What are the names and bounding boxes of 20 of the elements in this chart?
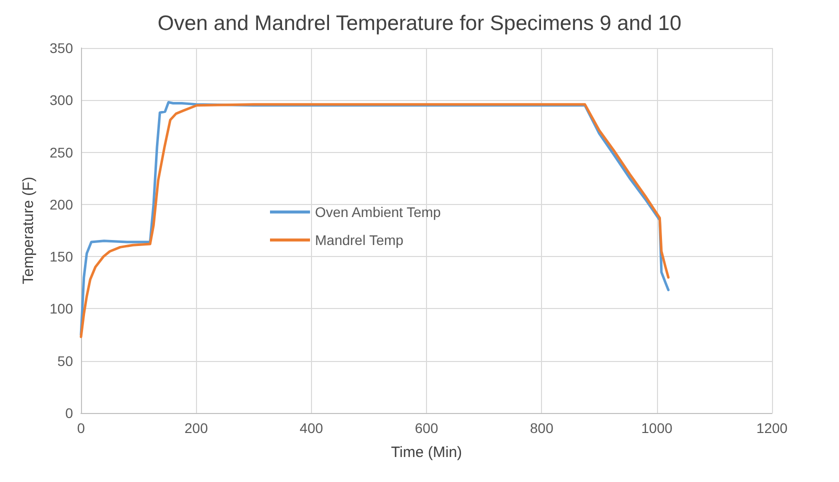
x-tick-label: 0 — [77, 420, 86, 436]
chart-title: Oven and Mandrel Temperature for Specimens 9 and 10 — [158, 12, 682, 35]
x-tick-label: 800 — [530, 420, 554, 436]
y-tick-label: 0 — [65, 405, 74, 421]
y-tick-label: 250 — [50, 144, 74, 160]
x-tick-label: 1000 — [641, 420, 673, 436]
y-tick-label: 50 — [57, 352, 74, 369]
x-tick-label: 1200 — [756, 420, 788, 436]
legend-label: Oven Ambient Temp — [315, 204, 442, 220]
x-tick-label: 600 — [414, 420, 438, 436]
y-tick-label: 350 — [50, 40, 74, 56]
y-tick-label: 300 — [50, 92, 74, 108]
x-axis-title: Time (Min) — [390, 444, 462, 461]
x-tick-label: 400 — [300, 420, 324, 436]
y-tick-label: 200 — [50, 196, 74, 212]
x-tick-label: 200 — [184, 420, 208, 436]
legend-label: Mandrel Temp — [315, 232, 404, 248]
y-axis-title: Temperature (F) — [20, 176, 37, 284]
y-tick-label: 100 — [50, 300, 74, 317]
y-tick-label: 150 — [50, 248, 74, 265]
